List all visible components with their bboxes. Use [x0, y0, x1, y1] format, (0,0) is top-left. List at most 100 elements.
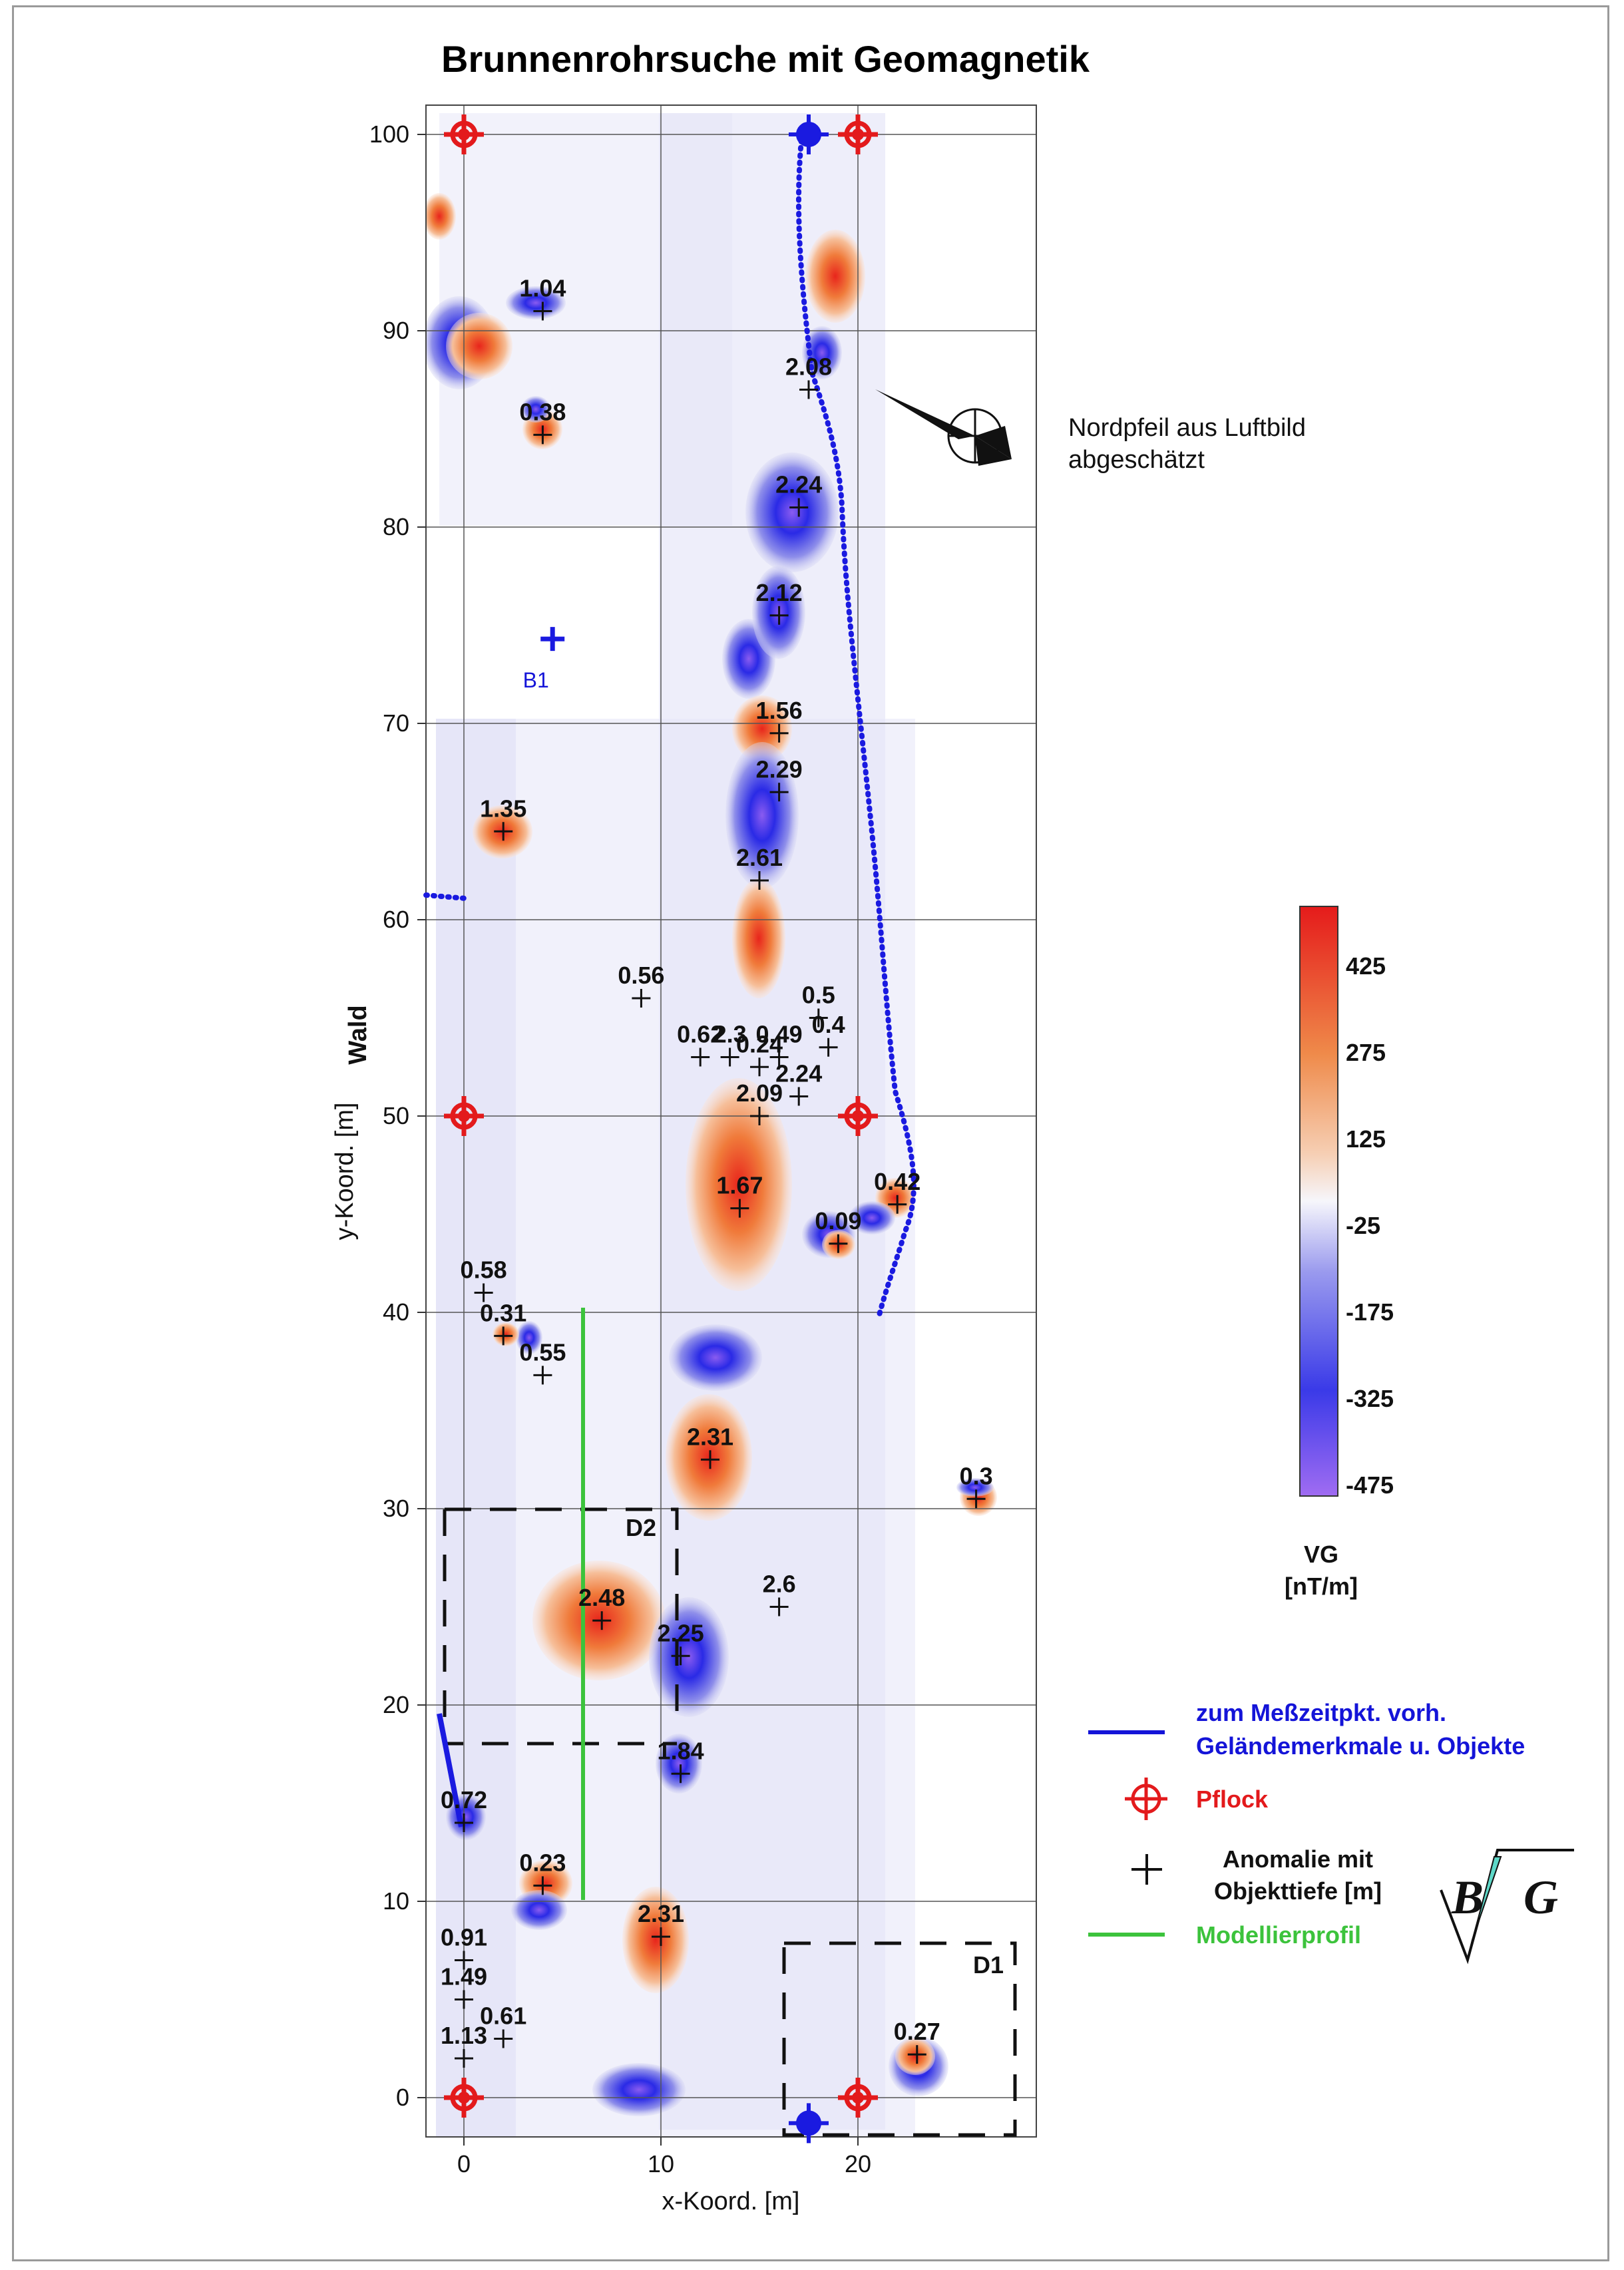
anomaly-depth-label: 1.04 — [519, 275, 566, 302]
svg-text:G: G — [1523, 1871, 1558, 1924]
anomaly-depth-label: 0.72 — [441, 1786, 487, 1813]
blue-feature-icon — [789, 2103, 829, 2144]
y-tick: 100 — [369, 120, 409, 148]
feature-path-dotted — [796, 130, 916, 1320]
peg-icon — [838, 2078, 878, 2118]
anomaly-depth-label: 0.23 — [519, 1849, 566, 1876]
anomaly-depth-label: 0.62 — [677, 1021, 723, 1048]
colorbar-tick: 275 — [1346, 1039, 1386, 1066]
colorbar-unit: [nT/m] — [1285, 1573, 1358, 1600]
legend-peg-icon — [1125, 1778, 1167, 1820]
anomaly-depth-label: 0.49 — [756, 1021, 803, 1048]
anomaly-depth-label: 1.84 — [658, 1737, 704, 1764]
y-tick: 50 — [383, 1102, 409, 1129]
legend-pegs-label: Pflock — [1196, 1786, 1269, 1813]
y-axis: 0 10 20 30 40 50 60 70 80 90 100 — [369, 120, 409, 2111]
anomaly-depth-label: 0.3 — [960, 1462, 993, 1489]
svg-text:B: B — [1451, 1871, 1484, 1924]
plot-area — [426, 105, 1036, 2137]
y-tick: 40 — [383, 1298, 409, 1326]
anomaly-depth-label: 0.56 — [618, 962, 664, 989]
anomaly-depth-label: 0.5 — [802, 982, 835, 1009]
y-tick: 70 — [383, 709, 409, 737]
feature-path-west — [423, 892, 469, 901]
y-tick: 30 — [383, 1495, 409, 1522]
region-d2-label: D2 — [626, 1514, 656, 1541]
anomaly-depth-label: 0.58 — [461, 1256, 507, 1284]
anomaly-depth-label: 0.38 — [519, 398, 566, 425]
colorbar-title: VG — [1304, 1541, 1338, 1568]
y-tick: 80 — [383, 513, 409, 540]
peg-icon — [444, 1096, 484, 1136]
anomaly-depth-label: 0.42 — [874, 1168, 920, 1195]
page-frame — [12, 5, 1609, 2261]
anomaly-depth-label: 2.48 — [578, 1584, 625, 1611]
colorbar-tick: -175 — [1346, 1298, 1394, 1326]
pegs — [444, 114, 878, 2118]
anomaly-depth-label: 1.49 — [441, 1963, 487, 1990]
peg-icon — [444, 114, 484, 154]
legend: zum Meßzeitpkt. vorh. Geländemerkmale u.… — [1088, 1699, 1525, 1949]
anomaly-depth-label: 0.4 — [812, 1011, 845, 1038]
y-tick: 90 — [383, 317, 409, 344]
anomaly-depth-label: 0.91 — [441, 1924, 487, 1951]
y-axis-label: y-Koord. [m] — [331, 1103, 359, 1240]
colorbar-tick: 125 — [1346, 1125, 1386, 1153]
bg-logo: B G — [1440, 1849, 1574, 1965]
peg-icon — [838, 114, 878, 154]
colorbar-tick: -475 — [1346, 1471, 1394, 1499]
anomaly-depth-label: 0.24 — [736, 1030, 783, 1057]
x-tick: 10 — [648, 2150, 674, 2177]
y-tick: 10 — [383, 1887, 409, 1915]
blue-feature-icon — [789, 114, 829, 154]
anomaly-depth-label: 2.6 — [763, 1571, 796, 1598]
anomaly-depth-label: 2.29 — [756, 755, 803, 783]
anomaly-depth-label: 2.24 — [775, 471, 822, 498]
anomaly-depth-label: 2.31 — [687, 1423, 733, 1450]
anomaly-depth-label: 0.61 — [480, 2002, 526, 2030]
plot-frame — [425, 104, 1037, 2138]
b1-marker: B1 — [523, 627, 565, 692]
x-axis: 0 10 20 — [457, 2150, 871, 2177]
anomaly-depth-label: 1.13 — [441, 2022, 487, 2049]
anomaly-depth-label: 2.12 — [756, 579, 803, 606]
blue-features — [789, 114, 829, 2144]
anomaly-depth-label: 2.25 — [658, 1619, 704, 1646]
colorbar-tick: -325 — [1346, 1385, 1394, 1412]
north-arrow-text-line1: Nordpfeil aus Luftbild — [1068, 414, 1306, 442]
anomaly-depth-label: 2.3 — [713, 1021, 747, 1048]
anomaly-depth-label: 2.08 — [785, 353, 832, 381]
peg-icon — [444, 2078, 484, 2118]
anomaly-depth-label: 0.27 — [894, 2018, 940, 2045]
feature-line-solid — [437, 1713, 464, 1827]
colorbar-tick: -25 — [1346, 1212, 1380, 1239]
anomaly-depth-label: 2.09 — [736, 1079, 783, 1107]
anomaly-depth-label: 1.67 — [716, 1172, 763, 1199]
y-tick: 60 — [383, 906, 409, 933]
colorbar-gradient — [1299, 906, 1338, 1497]
peg-icon — [838, 1096, 878, 1136]
y-tick: 0 — [396, 2084, 409, 2111]
x-axis-label: x-Koord. [m] — [662, 2187, 800, 2215]
legend-features-line2: Geländemerkmale u. Objekte — [1196, 1732, 1525, 1760]
north-arrow: Nordpfeil aus Luftbild abgeschätzt — [875, 389, 1306, 474]
anomaly-depth-label: 0.09 — [815, 1207, 861, 1234]
anomaly-depth-label: 2.61 — [736, 844, 783, 871]
anomaly-depth-label: 2.31 — [638, 1900, 684, 1927]
anomaly-depth-label: 2.24 — [775, 1060, 822, 1087]
colorbar-tick: 425 — [1346, 952, 1386, 980]
b1-label: B1 — [523, 668, 549, 692]
wald-label: Wald — [344, 1005, 372, 1064]
x-tick: 20 — [845, 2150, 871, 2177]
anomaly-depth-label: 1.56 — [756, 697, 803, 724]
legend-anomaly-cross-icon — [1131, 1854, 1162, 1885]
region-d1-label: D1 — [973, 1951, 1004, 1979]
anomaly-depth-label: 1.35 — [480, 795, 526, 822]
map-title: Brunnenrohrsuche mit Geomagnetik — [441, 38, 1090, 80]
x-tick: 0 — [457, 2150, 471, 2177]
anomaly-depth-label: 0.31 — [480, 1299, 526, 1326]
legend-anomaly-line1: Anomalie mit — [1223, 1845, 1373, 1873]
legend-profile-label: Modellierprofil — [1196, 1921, 1361, 1949]
anomaly-depth-label: 0.55 — [519, 1338, 566, 1366]
